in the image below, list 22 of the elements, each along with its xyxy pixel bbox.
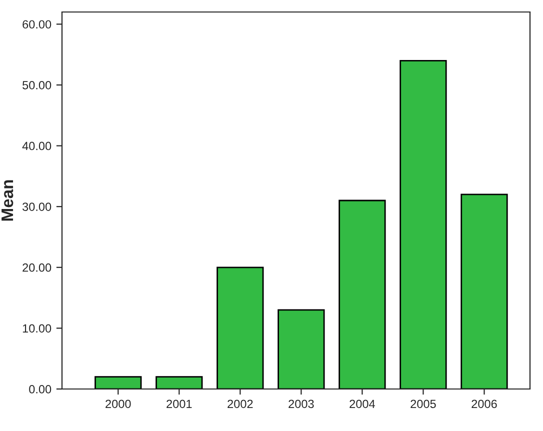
y-tick-label: 50.00: [22, 81, 52, 90]
bar: [278, 309, 325, 389]
bar: [94, 376, 142, 389]
bar: [338, 200, 386, 389]
x-tick-label: 2000: [106, 400, 131, 408]
x-tick-label: 2005: [410, 400, 436, 408]
x-tick-label: 2006: [472, 400, 497, 408]
y-axis-title: Mean: [2, 180, 14, 221]
x-tick-label: 2003: [288, 400, 314, 408]
y-tick-label: 10.00: [22, 324, 52, 333]
x-tick-label: 2004: [350, 400, 375, 408]
x-tick-label: 2002: [228, 400, 253, 408]
y-tick-label: 60.00: [22, 20, 52, 29]
y-tick-label: 40.00: [22, 142, 52, 150]
bar: [156, 376, 203, 389]
x-tick-label: 2001: [166, 400, 192, 408]
bar: [216, 266, 264, 389]
bar: [400, 60, 447, 389]
y-tick-label: 20.00: [22, 263, 52, 272]
y-tick-label: 30.00: [22, 202, 52, 211]
y-tick-label: 0.00: [29, 385, 52, 394]
bar: [460, 194, 508, 389]
